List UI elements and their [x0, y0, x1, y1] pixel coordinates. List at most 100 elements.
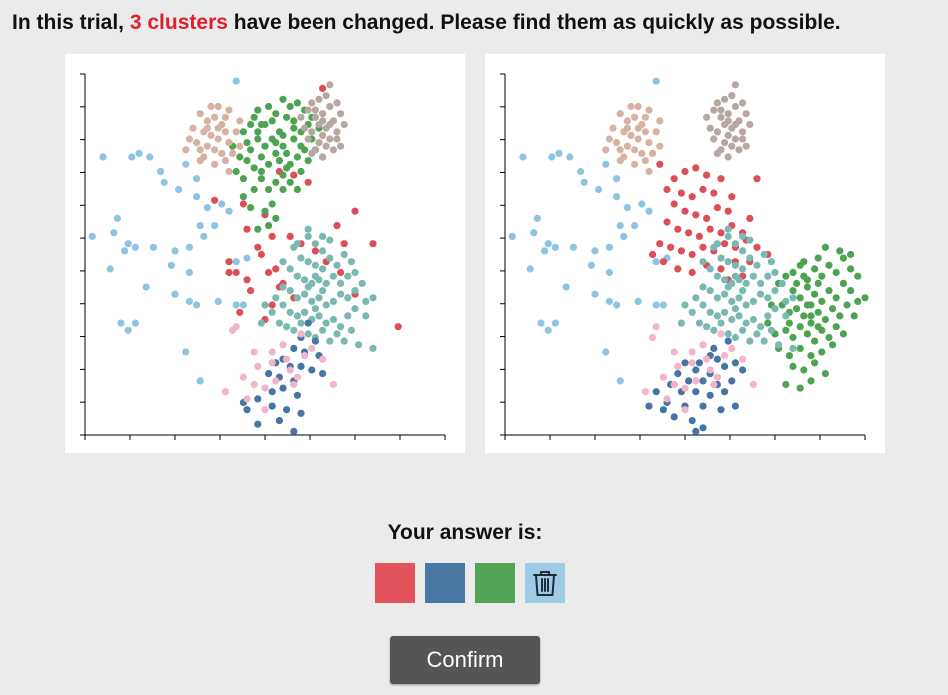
scatter-point-dark-blue: [293, 391, 301, 399]
scatter-point-teal: [778, 279, 786, 287]
scatter-point-pink: [308, 344, 316, 352]
scatter-point-light-blue: [602, 348, 610, 356]
scatter-point-taupe: [304, 135, 312, 143]
scatter-point-dark-blue: [699, 424, 707, 432]
scatter-point-taupe: [308, 149, 316, 157]
scatter-point-green: [832, 268, 840, 277]
scatter-point-green: [803, 330, 811, 338]
scatter-point-taupe: [713, 128, 721, 136]
scatter-point-red: [674, 265, 682, 273]
scatter-point-teal: [304, 283, 312, 291]
scatter-point-red: [703, 214, 711, 222]
answer-swatch-blue[interactable]: [425, 563, 465, 603]
scatter-point-teal: [304, 258, 312, 266]
scatterplot-right-svg: [500, 73, 869, 440]
scatterplot-left-svg: [80, 73, 446, 440]
scatter-point-dark-blue: [674, 370, 682, 378]
scatter-point-teal: [261, 301, 269, 309]
scatter-point-light-blue: [185, 243, 193, 251]
scatter-point-green: [286, 178, 294, 186]
answer-swatch-green[interactable]: [475, 563, 515, 603]
scatter-point-red: [717, 229, 725, 237]
scatter-point-taupe: [710, 106, 718, 114]
scatter-point-teal: [746, 254, 754, 262]
scatter-point-taupe: [724, 117, 732, 125]
scatter-point-green: [250, 185, 258, 194]
scatter-point-green: [814, 254, 822, 262]
scatter-point-light-blue: [605, 243, 613, 251]
scatter-point-dark-blue: [713, 355, 721, 363]
scatter-point-light-blue: [544, 240, 552, 248]
scatter-point-teal: [724, 225, 732, 233]
scatter-point-teal: [706, 287, 714, 295]
scatter-point-teal: [699, 283, 707, 291]
scatter-point-light-blue: [211, 222, 219, 230]
scatter-point-green: [236, 153, 244, 161]
scatter-point-tan: [605, 135, 613, 143]
scatter-point-red: [649, 250, 657, 259]
scatter-point-green: [796, 294, 804, 302]
scatter-point-teal: [326, 236, 334, 244]
scatter-point-red: [717, 175, 725, 183]
scatter-point-teal: [293, 312, 301, 320]
scatter-point-teal: [782, 312, 790, 320]
scatter-point-tan: [638, 149, 646, 157]
scatter-point-teal: [681, 301, 689, 309]
scatter-point-green: [290, 124, 298, 132]
scatter-point-teal: [329, 297, 337, 305]
answer-swatch-red[interactable]: [375, 563, 415, 603]
scatter-point-teal: [351, 305, 359, 313]
scatter-point-light-blue: [652, 258, 660, 266]
scatter-point-green: [247, 146, 255, 154]
scatter-point-pink: [670, 380, 678, 389]
scatter-point-green: [250, 113, 258, 121]
scatter-point-taupe: [742, 110, 750, 118]
scatter-point-teal: [749, 272, 757, 280]
scatter-point-red: [677, 189, 685, 197]
scatter-point-teal: [337, 323, 345, 331]
scatter-point-teal: [706, 308, 714, 316]
scatter-point-pink: [229, 326, 237, 334]
scatter-point-taupe: [735, 146, 743, 154]
scatter-point-teal: [311, 261, 319, 269]
scatter-point-teal: [753, 330, 761, 338]
scatter-point-green: [832, 294, 840, 302]
scatter-point-light-blue: [193, 193, 201, 201]
scatter-point-red: [304, 178, 312, 186]
scatter-point-dark-blue: [645, 402, 653, 410]
scatter-point-green: [821, 315, 829, 324]
scatter-point-pink: [283, 355, 291, 363]
confirm-button[interactable]: Confirm: [390, 636, 540, 684]
scatter-point-taupe: [311, 113, 319, 121]
scatter-point-teal: [329, 272, 337, 280]
scatter-point-green: [257, 175, 265, 183]
scatter-point-light-blue: [555, 149, 563, 157]
scatter-point-dark-blue: [699, 377, 707, 385]
scatter-point-teal: [713, 240, 721, 248]
scatter-point-tan: [236, 142, 244, 150]
scatter-point-teal: [355, 341, 363, 349]
scatter-point-green: [272, 139, 280, 147]
scatter-point-tan: [221, 113, 229, 121]
clear-answer-button[interactable]: [525, 563, 565, 603]
scatter-point-light-blue: [232, 301, 240, 309]
scatter-point-tan: [634, 124, 642, 132]
scatter-point-green: [811, 290, 819, 298]
scatter-point-light-blue: [616, 222, 624, 230]
scatter-point-red: [699, 185, 707, 194]
scatter-point-teal: [749, 315, 757, 324]
answer-label: Your answer is:: [387, 521, 543, 544]
scatter-point-teal: [290, 326, 298, 334]
scatter-point-green: [286, 102, 294, 111]
scatter-point-teal: [713, 272, 721, 280]
scatter-point-red: [667, 243, 675, 251]
scatter-point-red: [692, 164, 700, 172]
scatter-point-pink: [250, 348, 258, 356]
scatter-point-teal: [322, 319, 330, 327]
scatter-point-green: [297, 142, 305, 150]
scatter-point-dark-blue: [265, 370, 273, 378]
scatter-point-pink: [221, 388, 229, 396]
scatter-point-teal: [724, 330, 732, 338]
scatter-point-tan: [641, 157, 649, 165]
scatter-point-tan: [627, 102, 635, 111]
